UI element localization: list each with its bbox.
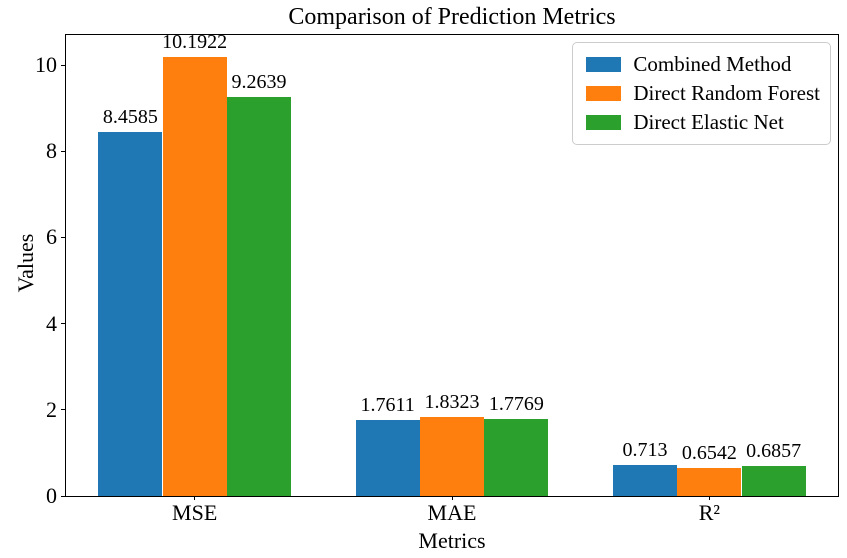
bar-direct-elastic-net-r xyxy=(741,466,806,496)
x-axis-label: Metrics xyxy=(418,528,486,553)
bar-value-label-direct-elastic-net-r: 0.6857 xyxy=(746,440,802,463)
legend: Combined Method Direct Random Forest Direc… xyxy=(572,42,831,145)
y-axis-tick-label: 10 xyxy=(35,52,57,78)
legend-item-label: Combined Method xyxy=(633,52,792,76)
bar-direct-random-forest-mse xyxy=(162,56,227,496)
y-axis-tick-mark xyxy=(61,409,65,411)
plot-area: 0 2 4 6 8 10 MSE 8.4585 10.1922 9.2639 MAE 1.7611 1.… xyxy=(35,30,839,524)
bar-direct-random-forest-mae xyxy=(419,417,485,496)
legend-swatch-direct-random-forest xyxy=(586,86,622,101)
legend-swatch-combined-method xyxy=(586,57,622,72)
chart-title: Comparison of Prediction Metrics xyxy=(288,4,616,30)
y-axis-tick-label: 2 xyxy=(46,396,57,422)
bar-value-label-direct-elastic-net-mse: 9.2639 xyxy=(231,70,287,93)
x-axis-tick-label: R² xyxy=(698,500,720,525)
bar-direct-random-forest-r xyxy=(677,467,742,496)
bar-value-label-direct-random-forest-mae: 1.8323 xyxy=(424,391,480,414)
bar-value-label-direct-random-forest-r: 0.6542 xyxy=(681,441,737,464)
x-axis-tick-label: MSE xyxy=(172,500,218,525)
y-axis-tick-mark xyxy=(61,236,65,238)
y-axis-tick-label: 0 xyxy=(46,483,57,508)
x-axis-tick-mark xyxy=(194,496,196,500)
bar-value-label-direct-elastic-net-mae: 1.7769 xyxy=(488,393,544,416)
bar-direct-elastic-net-mae xyxy=(484,419,549,496)
bar-value-label-combined-method-r: 0.713 xyxy=(622,439,668,462)
bar-value-label-combined-method-mae: 1.7611 xyxy=(360,394,415,417)
legend-item-label: Direct Elastic Net xyxy=(633,110,784,134)
bar-value-label-direct-random-forest-mse: 10.1922 xyxy=(162,30,228,53)
bar-value-label-combined-method-mse: 8.4585 xyxy=(102,105,158,128)
x-axis-tick-mark xyxy=(708,496,710,500)
x-axis-tick-mark xyxy=(451,496,453,500)
y-axis-tick-label: 6 xyxy=(46,224,57,250)
y-axis-tick-label: 8 xyxy=(46,138,57,164)
y-axis-tick-mark xyxy=(61,495,65,497)
bar-direct-elastic-net-mse xyxy=(226,96,292,496)
bar-combined-method-r xyxy=(612,465,678,496)
y-axis-tick-mark xyxy=(61,323,65,325)
legend-item-combined-method: Combined Method xyxy=(581,50,820,79)
y-axis-label: Values xyxy=(13,233,38,293)
legend-item-direct-random-forest: Direct Random Forest xyxy=(581,79,820,108)
y-axis-tick-label: 4 xyxy=(46,310,57,336)
y-axis-tick-mark xyxy=(61,64,65,66)
legend-item-label: Direct Random Forest xyxy=(633,81,820,105)
legend-item-direct-elastic-net: Direct Elastic Net xyxy=(581,108,820,137)
y-axis-tick-mark xyxy=(61,150,65,152)
bar-combined-method-mse xyxy=(98,131,163,496)
x-axis-tick-label: MAE xyxy=(427,500,477,525)
legend-swatch-direct-elastic-net xyxy=(586,115,622,130)
bar-combined-method-mae xyxy=(355,420,420,496)
